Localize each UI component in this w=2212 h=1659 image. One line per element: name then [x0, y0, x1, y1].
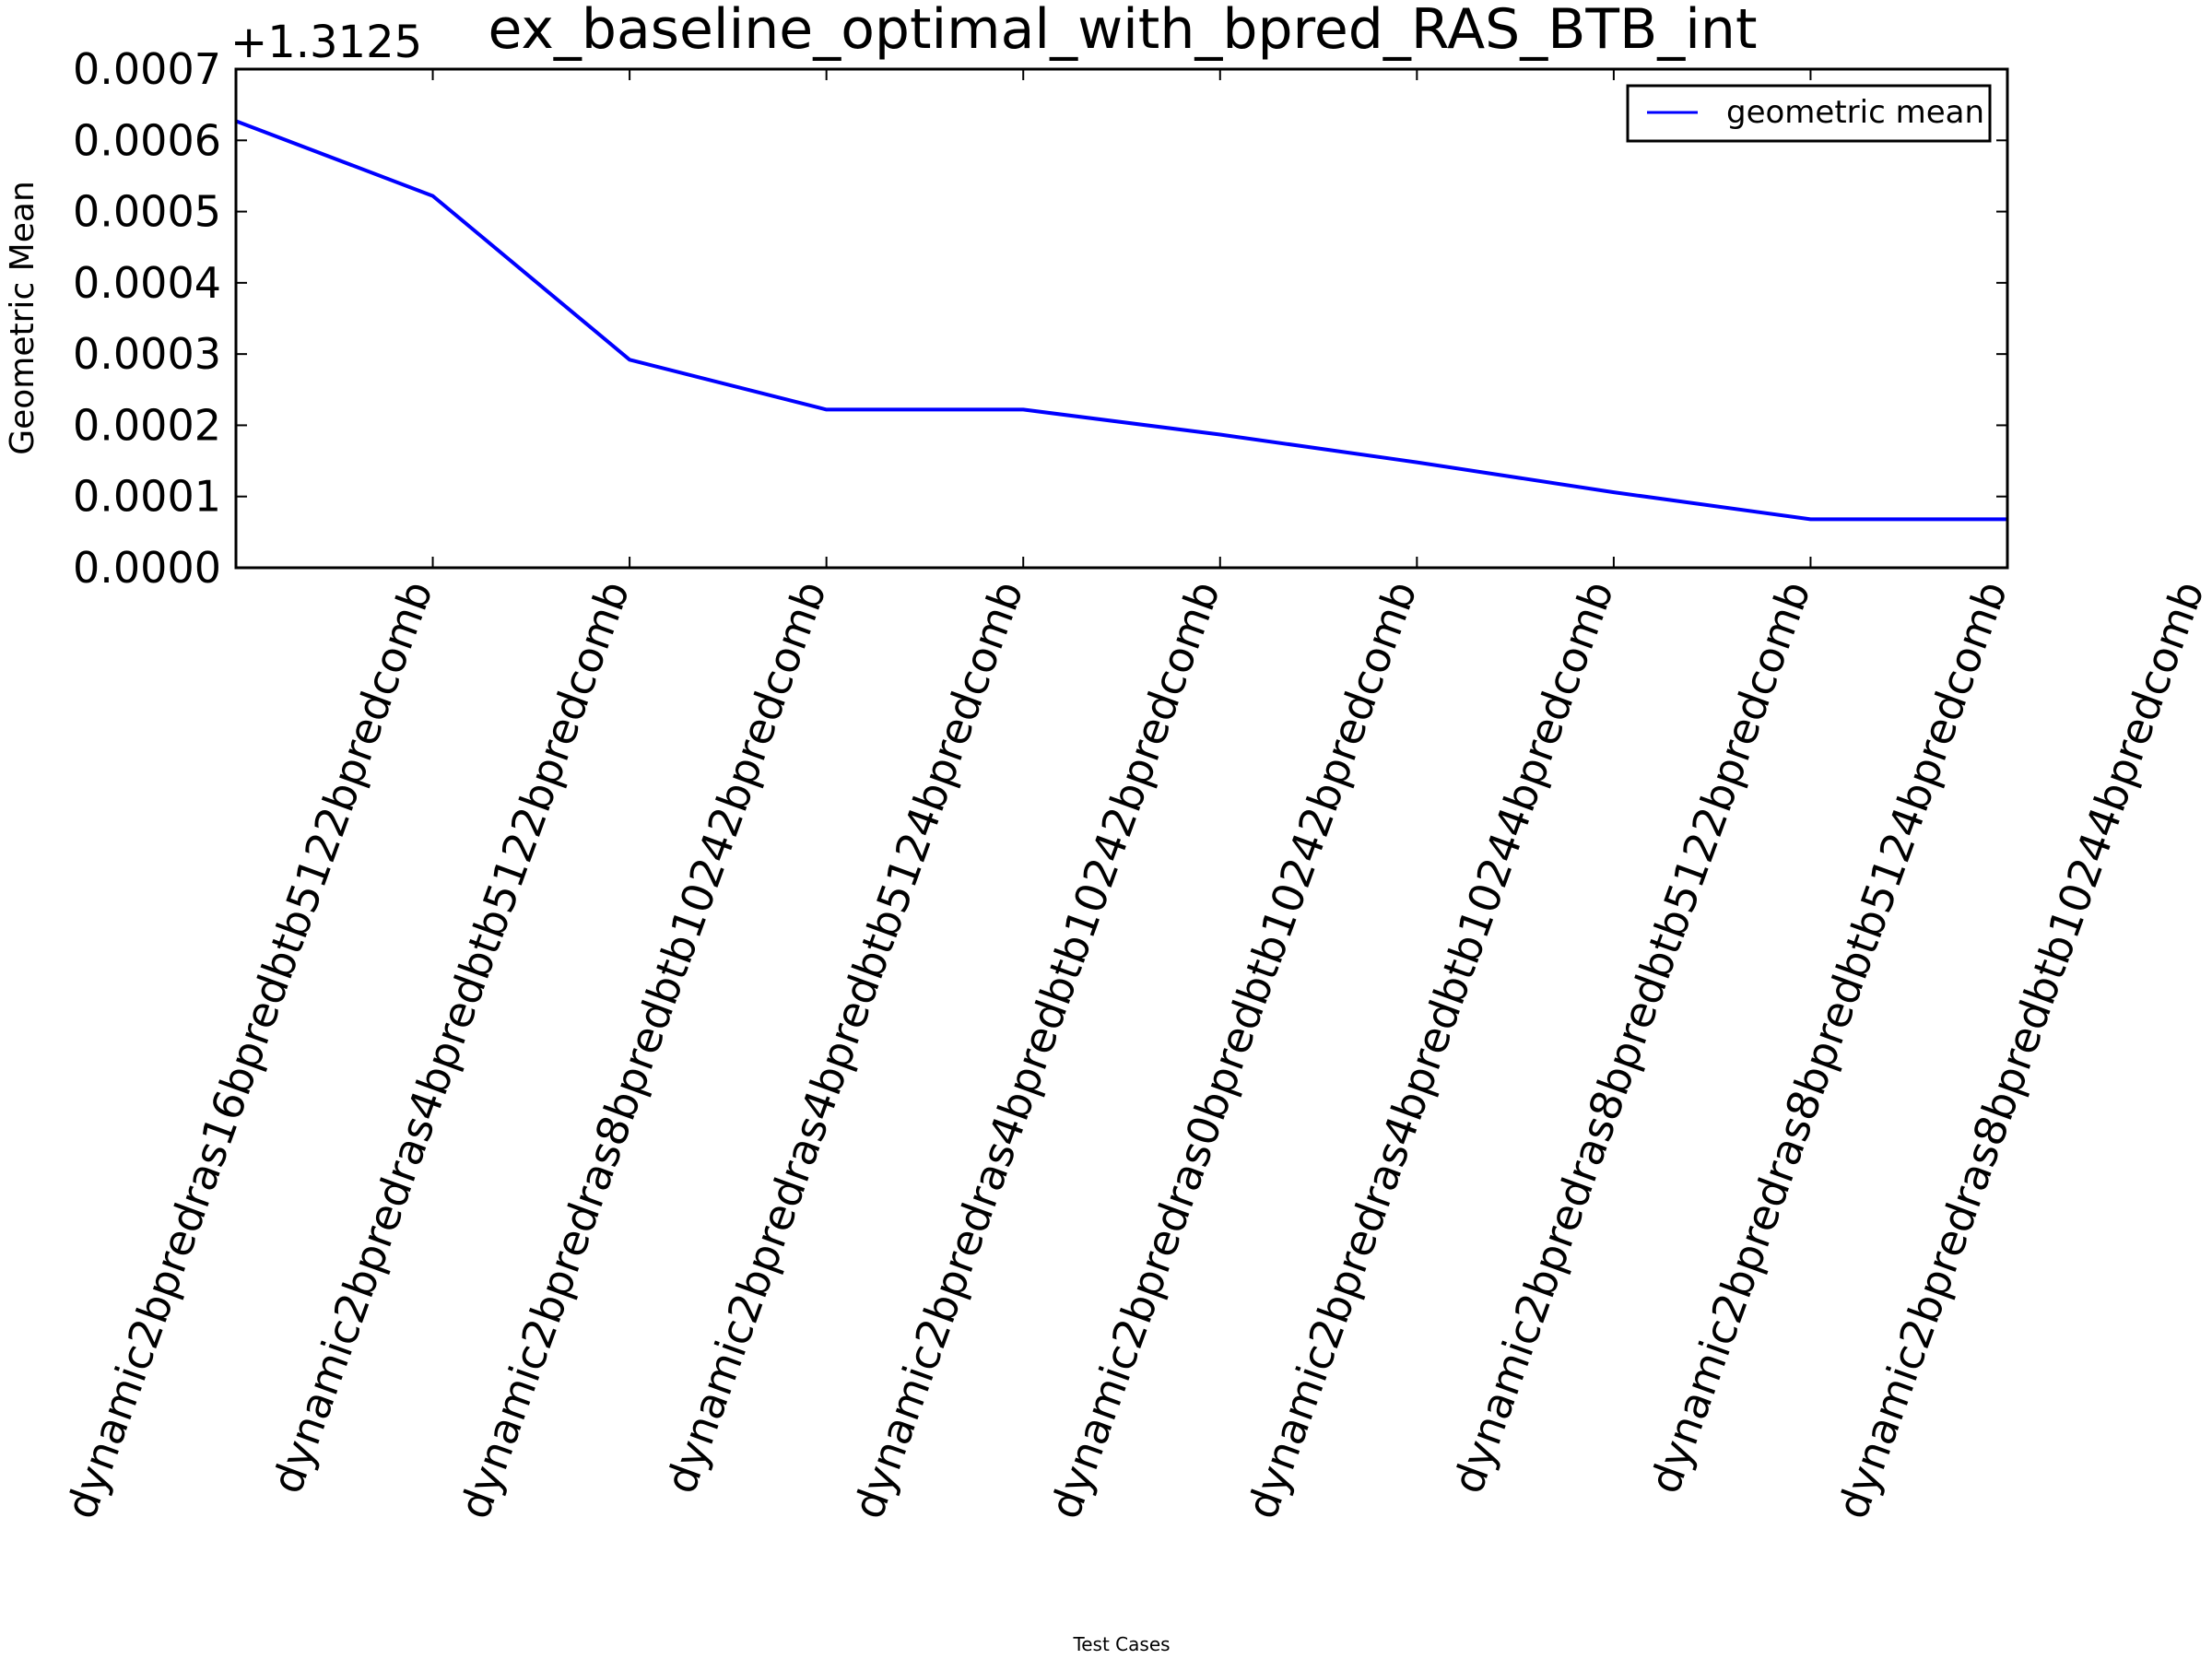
y-tick-label: 0.0001: [73, 472, 221, 522]
x-tick-label: dynamic2bpredras8bpredbtb5124bpredcomb: [1640, 574, 2017, 1500]
y-tick-label: 0.0002: [73, 400, 221, 450]
x-tick-label: dynamic2bpredras16bpredbtb5122bpredcomb: [55, 574, 441, 1524]
x-tick-label: dynamic2bpredras8bpredbtb5122bpredcomb: [1442, 574, 1819, 1500]
x-tick-label: dynamic2bpredras0bpredbtb10242bpredcomb: [1040, 574, 1426, 1524]
chart-title: ex_baseline_optimal_with_bpred_RAS_BTB_i…: [488, 0, 1758, 62]
series-line: [235, 119, 2007, 522]
y-tick-label: 0.0006: [73, 115, 221, 165]
y-tick-label: 0.0005: [73, 187, 221, 237]
y-tick-label: 0.0003: [73, 329, 221, 379]
series-layer: [235, 119, 2007, 522]
y-axis-label: Geometric Mean: [4, 181, 41, 455]
plot-area-frame: [234, 67, 2009, 570]
y-tick-label: 0.0000: [73, 543, 221, 593]
ticks-layer: 0.0000 0.0001 0.0002 0.0003 0.0004 0.0005 0.00…: [55, 44, 2212, 1525]
x-tick-label: dynamic2bpredras4bpredbtb5122bpredcomb: [262, 574, 639, 1500]
x-tick-label: dynamic2bpredras8bpredbtb10244bpredcomb: [1827, 574, 2212, 1524]
y-tick-label: 0.0004: [73, 258, 221, 308]
legend-label: geometric mean: [1726, 94, 1984, 131]
x-tick-label: dynamic2bpredras8bpredbtb10242bpredcomb: [450, 574, 836, 1524]
y-axis-offset-label: +1.3125: [230, 17, 422, 68]
legend: geometric mean: [1626, 84, 1992, 143]
x-axis-label: Test Cases: [1072, 1633, 1170, 1655]
y-tick-label: 0.0007: [73, 44, 221, 94]
x-tick-label: dynamic2bpredras4bpredbtb5124bpredcomb: [655, 574, 1032, 1500]
x-tick-label: dynamic2bpredras4bpredbtb10242bpredcomb: [843, 574, 1230, 1524]
x-tick-label: dynamic2bpredras4bpredbtb10244bpredcomb: [1237, 574, 1623, 1524]
